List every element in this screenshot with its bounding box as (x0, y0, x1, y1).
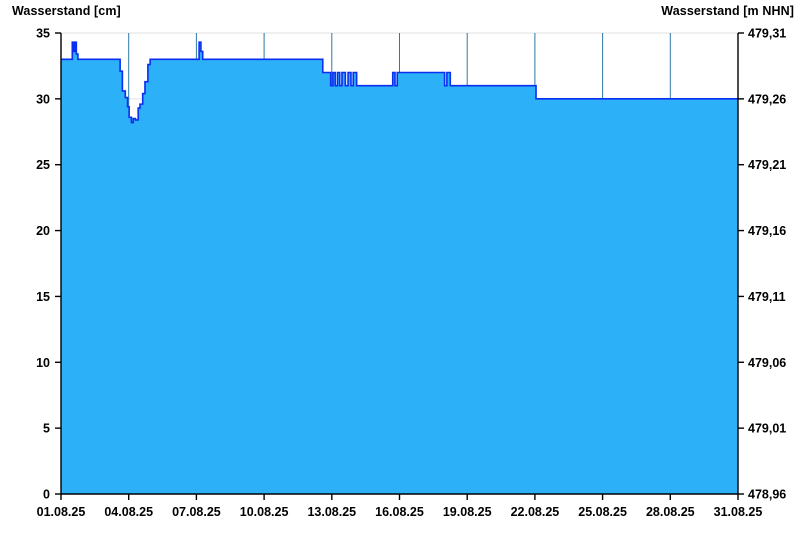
x-tick-label: 16.08.25 (375, 505, 424, 519)
x-tick-label: 04.08.25 (104, 505, 153, 519)
y-tick-label-right: 478,96 (748, 488, 786, 502)
x-tick-label: 25.08.25 (578, 505, 627, 519)
x-tick-label: 10.08.25 (240, 505, 289, 519)
tick-marks (55, 32, 744, 500)
y-tick-label-left: 10 (36, 356, 50, 370)
y-tick-label-right: 479,31 (748, 27, 786, 41)
x-tick-label: 07.08.25 (172, 505, 221, 519)
y-tick-label-right: 479,16 (748, 224, 786, 238)
right-axis-caption: Wasserstand [m NHN] (661, 4, 794, 18)
y-tick-label-right: 479,21 (748, 158, 786, 172)
x-tick-label: 31.08.25 (714, 505, 763, 519)
y-tick-label-right: 479,26 (748, 92, 786, 106)
y-tick-label-right: 479,11 (748, 290, 786, 304)
y-tick-label-left: 0 (43, 488, 50, 502)
y-tick-label-left: 5 (43, 422, 50, 436)
tick-labels: 0 478,96 5 479,01 10 479,06 15 479,11 20 479,16 25… (36, 27, 786, 520)
y-tick-label-left: 15 (36, 290, 50, 304)
y-tick-label-left: 30 (36, 92, 50, 106)
x-tick-label: 28.08.25 (646, 505, 695, 519)
y-tick-label-right: 479,01 (748, 422, 786, 436)
y-tick-label-left: 25 (36, 158, 50, 172)
x-tick-label: 22.08.25 (511, 505, 560, 519)
x-tick-label: 13.08.25 (307, 505, 356, 519)
x-tick-label: 19.08.25 (443, 505, 492, 519)
left-axis-caption: Wasserstand [cm] (12, 4, 121, 18)
series-area (61, 41, 738, 494)
y-tick-label-left: 20 (36, 224, 50, 238)
y-tick-label-left: 35 (36, 27, 50, 41)
x-tick-label: 01.08.25 (37, 505, 86, 519)
y-tick-label-right: 479,06 (748, 356, 786, 370)
